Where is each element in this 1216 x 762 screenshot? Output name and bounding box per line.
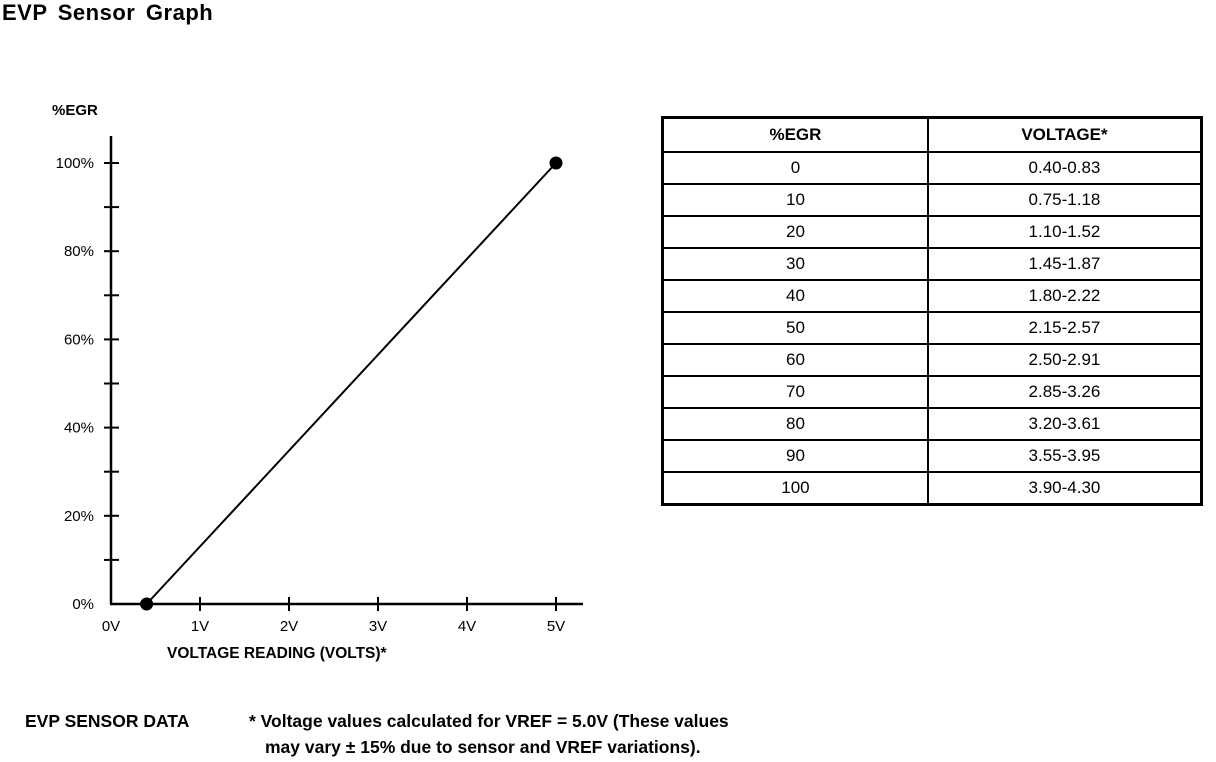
voltage-cell: 0.40-0.83 [926,151,1203,185]
footer-label: EVP SENSOR DATA [25,711,190,731]
table-row: 90 3.55-3.95 [661,439,1203,473]
series-layer [140,156,563,611]
voltage-cell: 3.20-3.61 [926,407,1203,441]
voltage-column-header: VOLTAGE* [926,116,1203,153]
egr-cell: 30 [661,247,929,281]
footer-note-line-1: * Voltage values calculated for VREF = 5… [249,711,729,731]
evp-sensor-chart: %EGR 0% 20% 40% 60% 80% 100% 0V 1V 2V 3V 4V 5V VOL… [52,102,583,662]
y-axis-title: %EGR [52,102,98,119]
table-row: 10 0.75-1.18 [661,183,1203,217]
x-ticks: 0V 1V 2V 3V 4V 5V [102,597,565,635]
x-tick-label: 3V [369,618,387,635]
y-tick-label: 20% [64,508,94,525]
data-point [549,156,563,170]
page-title: EVP Sensor Graph [2,0,214,25]
table-row: 30 1.45-1.87 [661,247,1203,281]
y-tick-label: 0% [72,596,94,613]
x-tick-label: 4V [458,618,476,635]
table-body: 0 0.40-0.83 10 0.75-1.18 20 1.10-1.52 30 1.45-1… [661,151,1203,506]
x-tick-label: 0V [102,618,120,635]
egr-cell: 0 [661,151,929,185]
egr-cell: 20 [661,215,929,249]
data-point [140,597,154,611]
table-row: 0 0.40-0.83 [661,151,1203,185]
evp-data-table: %EGR VOLTAGE* 0 0.40-0.83 10 0.75-1.18 20 1.1… [661,116,1203,506]
x-tick-label: 5V [547,618,565,635]
table-row: 70 2.85-3.26 [661,375,1203,409]
voltage-cell: 1.10-1.52 [926,215,1203,249]
table-row: 60 2.50-2.91 [661,343,1203,377]
table-row: 40 1.80-2.22 [661,279,1203,313]
egr-cell: 50 [661,311,929,345]
egr-cell: 10 [661,183,929,217]
egr-cell: 60 [661,343,929,377]
y-tick-label: 60% [64,331,94,348]
voltage-cell: 1.80-2.22 [926,279,1203,313]
egr-cell: 70 [661,375,929,409]
egr-column-header: %EGR [661,116,929,153]
egr-cell: 80 [661,407,929,441]
y-tick-label: 40% [64,420,94,437]
voltage-cell: 2.85-3.26 [926,375,1203,409]
voltage-cell: 1.45-1.87 [926,247,1203,281]
footer-note-line-2: may vary ± 15% due to sensor and VREF va… [265,737,701,757]
voltage-cell: 3.90-4.30 [926,471,1203,506]
voltage-cell: 2.50-2.91 [926,343,1203,377]
x-tick-label: 2V [280,618,298,635]
table-row: 50 2.15-2.57 [661,311,1203,345]
table-row: 100 3.90-4.30 [661,471,1203,506]
x-axis-title: VOLTAGE READING (VOLTS)* [167,645,388,662]
x-tick-label: 1V [191,618,209,635]
y-ticks: 0% 20% 40% 60% 80% 100% [56,155,119,613]
table-row: 80 3.20-3.61 [661,407,1203,441]
y-tick-label: 80% [64,243,94,260]
series-line [145,162,557,605]
y-tick-label: 100% [56,155,94,172]
egr-cell: 100 [661,471,929,506]
voltage-cell: 2.15-2.57 [926,311,1203,345]
table-header-row: %EGR VOLTAGE* [661,116,1203,153]
egr-cell: 90 [661,439,929,473]
voltage-cell: 3.55-3.95 [926,439,1203,473]
voltage-cell: 0.75-1.18 [926,183,1203,217]
table-row: 20 1.10-1.52 [661,215,1203,249]
egr-cell: 40 [661,279,929,313]
